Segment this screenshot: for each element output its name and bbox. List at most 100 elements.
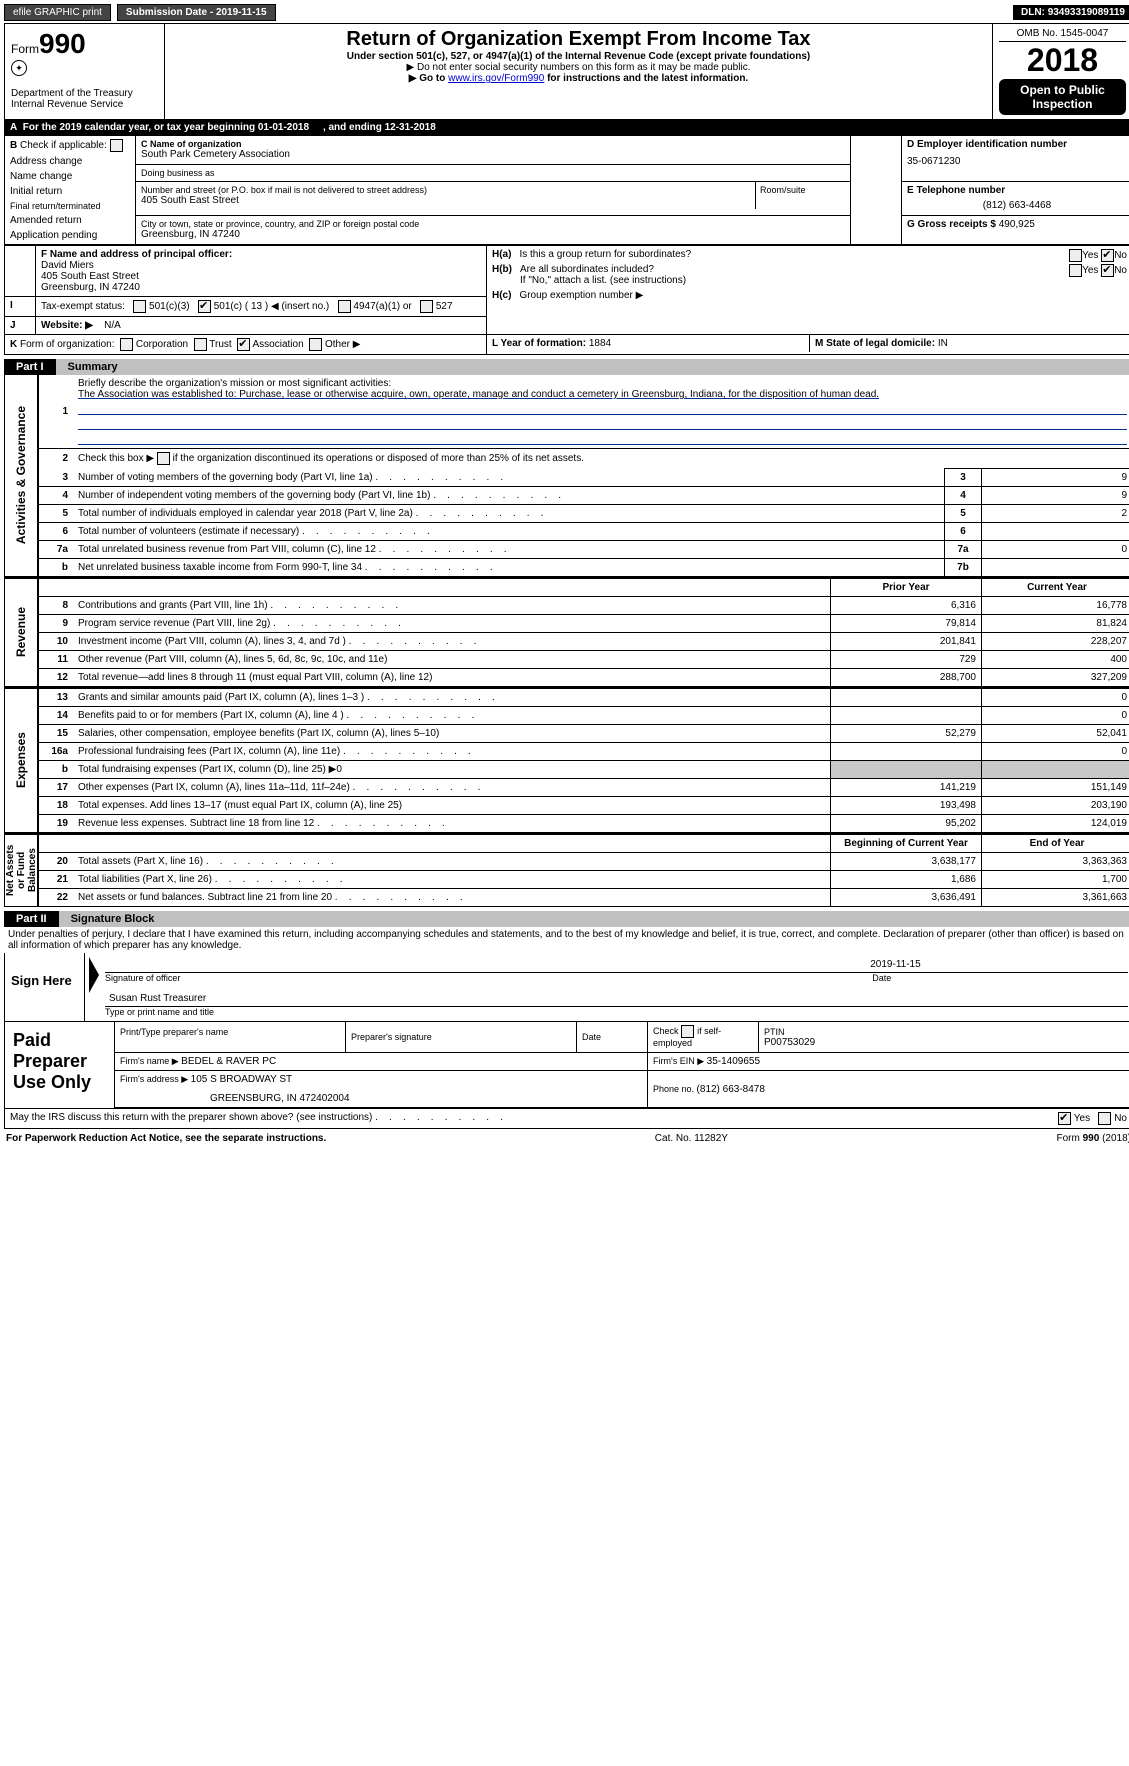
hb-no-checkbox[interactable] (1101, 264, 1114, 277)
section-e: E Telephone number (812) 663-4468 (902, 182, 1129, 216)
i-label: Tax-exempt status: (41, 301, 125, 312)
k-other-checkbox[interactable] (309, 338, 322, 351)
section-j: Website: ▶ N/A (36, 317, 487, 335)
sign-here-label: Sign Here (5, 953, 85, 1021)
dept-treasury: Department of the Treasury (11, 88, 158, 99)
yes-label: Yes (1082, 250, 1098, 261)
k-trust-checkbox[interactable] (194, 338, 207, 351)
self-employed-checkbox[interactable] (681, 1025, 694, 1038)
line14-prior (831, 707, 982, 725)
i-501c-label: 501(c) ( 13 ) (214, 301, 271, 312)
i-501c-checkbox[interactable] (198, 300, 211, 313)
signature-line: 2019-11-15 (105, 957, 1128, 973)
line14-current: 0 (982, 707, 1129, 725)
firm-addr2-value: GREENSBURG, IN 472402004 (210, 1093, 642, 1104)
efile-badge: efile GRAPHIC print (4, 4, 111, 21)
line4: Number of independent voting members of … (73, 487, 945, 505)
dln-label: DLN: (1021, 7, 1048, 18)
ein-value: 35-0671230 (907, 156, 1127, 167)
footer: For Paperwork Reduction Act Notice, see … (4, 1129, 1129, 1148)
preparer-table: Print/Type preparer's name Preparer's si… (115, 1022, 1129, 1108)
line3-text: Number of voting members of the governin… (78, 472, 503, 483)
revenue-lines: Prior YearCurrent Year 8Contributions an… (39, 579, 1129, 686)
form-title: Return of Organization Exempt From Incom… (171, 28, 986, 51)
firm-name-label: Firm's name ▶ (120, 1056, 181, 1066)
form-note-ssn: ▶ Do not enter social security numbers o… (171, 62, 986, 73)
i-501c3-checkbox[interactable] (133, 300, 146, 313)
irs-label: Internal Revenue Service (11, 99, 158, 110)
line21-current: 1,700 (982, 871, 1129, 889)
line6: Total number of volunteers (estimate if … (73, 523, 945, 541)
i-4947-checkbox[interactable] (338, 300, 351, 313)
tax-year: 2018 (999, 42, 1126, 79)
line7a: Total unrelated business revenue from Pa… (73, 541, 945, 559)
irs-form990-link[interactable]: www.irs.gov/Form990 (448, 73, 544, 84)
line7a-value: 0 (982, 541, 1129, 559)
firm-addr-cell: Firm's address ▶ 105 S BROADWAY ST GREEN… (115, 1071, 648, 1108)
ha-no-checkbox[interactable] (1101, 249, 1114, 262)
line7b-value (982, 559, 1129, 577)
h-b-text: Are all subordinates included? (520, 264, 654, 275)
line6-value (982, 523, 1129, 541)
signature-officer-label: Signature of officer (105, 973, 872, 983)
line18-text: Total expenses. Add lines 13–17 (must eq… (78, 800, 402, 811)
line2-checkbox[interactable] (157, 452, 170, 465)
line3-value: 9 (982, 469, 1129, 487)
k-label: Form of organization: (20, 339, 115, 350)
governance-lines: 1 Briefly describe the organization's mi… (39, 375, 1129, 576)
line15-prior: 52,279 (831, 725, 982, 743)
k-corp-checkbox[interactable] (120, 338, 133, 351)
line12-current: 327,209 (982, 669, 1129, 687)
side-activities: Activities & Governance (5, 375, 39, 576)
phone-value: (812) 663-8478 (697, 1084, 765, 1095)
line17-current: 151,149 (982, 779, 1129, 797)
open-to-public-badge: Open to Public Inspection (999, 79, 1126, 115)
line8-prior: 6,316 (831, 597, 982, 615)
goto-suffix: for instructions and the latest informat… (547, 73, 748, 84)
line2-pre: Check this box ▶ (78, 453, 154, 464)
line4-value: 9 (982, 487, 1129, 505)
street-address: 405 South East Street (141, 195, 755, 206)
beginning-year-header: Beginning of Current Year (831, 835, 982, 853)
officer-addr1: 405 South East Street (41, 271, 481, 282)
ha-yes-checkbox[interactable] (1069, 249, 1082, 262)
section-b: B Check if applicable: Address change Na… (5, 136, 136, 245)
form-note-link: ▶ Go to www.irs.gov/Form990 for instruct… (171, 73, 986, 84)
discuss-no-checkbox[interactable] (1098, 1112, 1111, 1125)
hb-yes-checkbox[interactable] (1069, 264, 1082, 277)
mission-blank-line (78, 430, 1127, 445)
footer-form-number: 990 (1083, 1133, 1100, 1144)
revenue-block: Revenue Prior YearCurrent Year 8Contribu… (4, 577, 1129, 687)
line22-text: Net assets or fund balances. Subtract li… (78, 892, 463, 903)
discuss-yes-label: Yes (1074, 1113, 1090, 1124)
line5-text: Total number of individuals employed in … (78, 508, 543, 519)
j-label: Website: ▶ (41, 320, 93, 331)
check-label: Check (653, 1026, 679, 1036)
current-year-header: Current Year (982, 579, 1129, 597)
prep-sig-label: Preparer's signature (351, 1032, 571, 1042)
k-corp-label: Corporation (136, 339, 188, 350)
line11-prior: 729 (831, 651, 982, 669)
b-check-applicable[interactable] (110, 139, 123, 152)
i-527-label: 527 (436, 301, 453, 312)
header-left: Form990 ✦ Department of the Treasury Int… (5, 24, 165, 119)
i-527-checkbox[interactable] (420, 300, 433, 313)
city-label: City or town, state or province, country… (141, 219, 845, 229)
b-opt-pending: Application pending (10, 230, 97, 241)
date-label: Date (872, 973, 1128, 983)
line19-current: 124,019 (982, 815, 1129, 833)
line5: Total number of individuals employed in … (73, 505, 945, 523)
discuss-no-label: No (1114, 1113, 1127, 1124)
discuss-yes-checkbox[interactable] (1058, 1112, 1071, 1125)
line4-text: Number of independent voting members of … (78, 490, 561, 501)
k-assoc-checkbox[interactable] (237, 338, 250, 351)
signature-section: Sign Here 2019-11-15 Signature of office… (4, 953, 1129, 1022)
section-k: K Form of organization: Corporation Trus… (5, 335, 487, 355)
line9-prior: 79,814 (831, 615, 982, 633)
city-value: Greensburg, IN 47240 (141, 229, 845, 240)
h-b-note: If "No," attach a list. (see instruction… (520, 275, 686, 286)
firm-ein-label: Firm's EIN ▶ (653, 1056, 707, 1066)
line16b-prior-grey (831, 761, 982, 779)
b-opt-address-change: Address change (10, 156, 82, 167)
line-a-text: For the 2019 calendar year, or tax year … (23, 122, 309, 133)
